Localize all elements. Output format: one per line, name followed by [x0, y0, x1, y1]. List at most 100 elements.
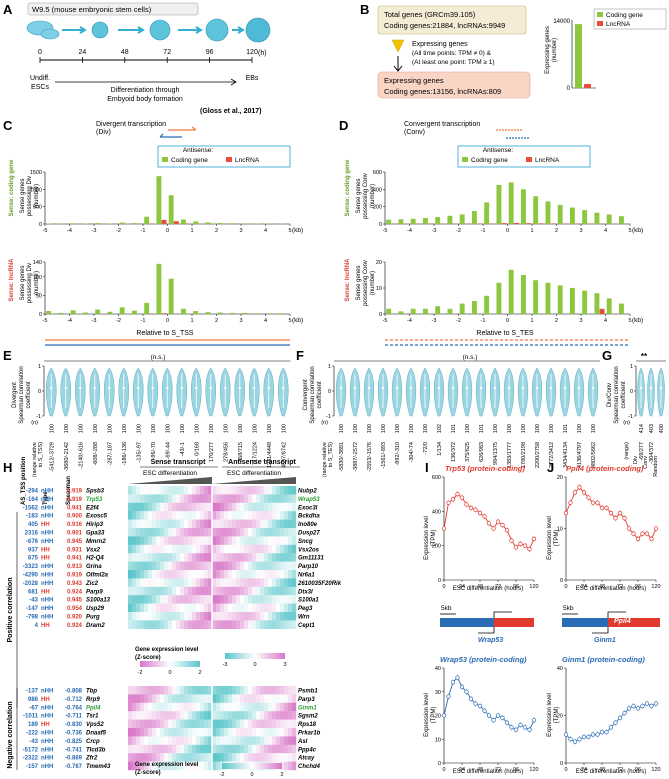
x-tick-label: 4 [604, 228, 607, 234]
heat-cell [220, 528, 225, 537]
heat-cell [264, 528, 269, 537]
y-tick-label: 0 [560, 761, 563, 767]
heat-cell [288, 511, 293, 520]
violin-median [50, 386, 53, 390]
heat-cell [280, 544, 285, 554]
violin-median [577, 386, 581, 390]
heat-cell [148, 511, 153, 520]
heat-cell [260, 603, 265, 613]
heat-cell [288, 728, 293, 737]
n-label: 100 [521, 424, 527, 433]
n-caption: (n) [321, 420, 328, 426]
group-label: Conv [643, 456, 649, 469]
range-caption: (range) [624, 442, 630, 460]
heat-cell [292, 719, 297, 729]
y-tick-label: 20 [435, 714, 441, 720]
bar-coding [410, 308, 416, 314]
heat-cell [272, 519, 277, 529]
table-row-position: 675 [28, 556, 39, 562]
table-row-antisense: Sgsm2 [298, 714, 318, 720]
d-xlabel: Relative to S_TES [476, 330, 534, 337]
heat-cell [160, 586, 165, 596]
heat-cell [248, 744, 253, 754]
b-bar-lncrna [584, 84, 591, 88]
heat-cell [148, 686, 153, 695]
data-point [608, 725, 614, 730]
heat-cell [216, 761, 221, 771]
a-mid-label-2: Embyoid body formation [107, 96, 183, 103]
heat-cell [284, 519, 289, 529]
h-table: -294 nHH 0.919 Spsb3 Nubp2-164 nHH 0.919 Trp53 W… [23, 489, 342, 771]
a-title: W9.5 (mouse embryonic stem cells) [32, 5, 152, 14]
x-tick-label: 24 [459, 584, 465, 590]
table-row-sense: Tmem43 [86, 764, 111, 770]
bar-coding [58, 312, 64, 314]
heat-cell [244, 753, 249, 762]
heat-cell [196, 761, 201, 771]
heat-cell [192, 736, 197, 745]
heat-cell [264, 511, 269, 520]
heat-cell [288, 561, 293, 571]
data-point [577, 485, 582, 490]
heat-cell [224, 711, 229, 720]
bar-coding [131, 223, 137, 224]
heat-cell [268, 612, 273, 621]
heat-cell [188, 711, 193, 720]
i-ylabel-bottom: Expression level [424, 693, 430, 737]
table-row-type: nHH [41, 497, 53, 503]
j-locus: 5kb Ppil4 Ginm1 [562, 605, 660, 644]
h-scale-tick: -2 [220, 772, 225, 778]
heat-cell [136, 578, 141, 587]
heat-cell [132, 694, 137, 703]
heat-cell [248, 694, 253, 703]
heat-cell [156, 502, 161, 512]
heat-cell [172, 528, 177, 537]
table-row-sense: Rrp9 [86, 697, 100, 703]
heat-cell [136, 702, 141, 712]
heat-cell [136, 728, 141, 737]
table-row-sense: Purg [86, 615, 100, 621]
heat-cell [256, 612, 261, 621]
heat-cell [236, 570, 241, 579]
heat-cell [152, 753, 157, 762]
heat-cell [292, 686, 297, 695]
heat-cell [284, 711, 289, 720]
heat-cell [176, 744, 181, 754]
heat-cell [208, 586, 213, 596]
heat-cell [128, 570, 133, 579]
data-point [577, 737, 582, 742]
heat-cell [184, 702, 189, 712]
heat-cell [216, 502, 221, 512]
heat-cell [156, 578, 161, 587]
heat-cell [180, 736, 185, 745]
heat-cell [240, 694, 245, 703]
heat-cell [160, 544, 165, 554]
heat-cell [176, 728, 181, 737]
table-row-position: -137 [26, 689, 39, 695]
heat-cell [256, 561, 261, 571]
heat-cell [132, 586, 137, 596]
heat-cell [256, 603, 261, 613]
h-col-type: Type [43, 491, 49, 505]
x-tick-label: 1 [530, 228, 533, 234]
range-label: -96/-70 [151, 442, 157, 459]
heat-cell [216, 553, 221, 562]
a-tick-label: 96 [206, 49, 214, 56]
heat-cell [160, 761, 165, 771]
heat-cell [264, 711, 269, 720]
table-row-antisense: Parp3 [298, 697, 315, 703]
heat-cell [200, 553, 205, 562]
heat-cell [132, 553, 137, 562]
n-label: 100 [423, 424, 429, 433]
d-ylabel-top: Sense genes [356, 178, 362, 213]
y-tick-label: 1000 [30, 187, 42, 193]
violin-median [535, 386, 539, 390]
heat-cell [248, 519, 253, 529]
heat-cell [192, 519, 197, 529]
heat-cell [260, 612, 265, 621]
violin-median [639, 386, 643, 390]
heat-cell [232, 578, 237, 587]
heat-cell [264, 719, 269, 729]
heat-cell [128, 711, 133, 720]
e-violin-chart: 10-1100-5412/-3729100-3680/-2142100-2140… [31, 360, 291, 477]
